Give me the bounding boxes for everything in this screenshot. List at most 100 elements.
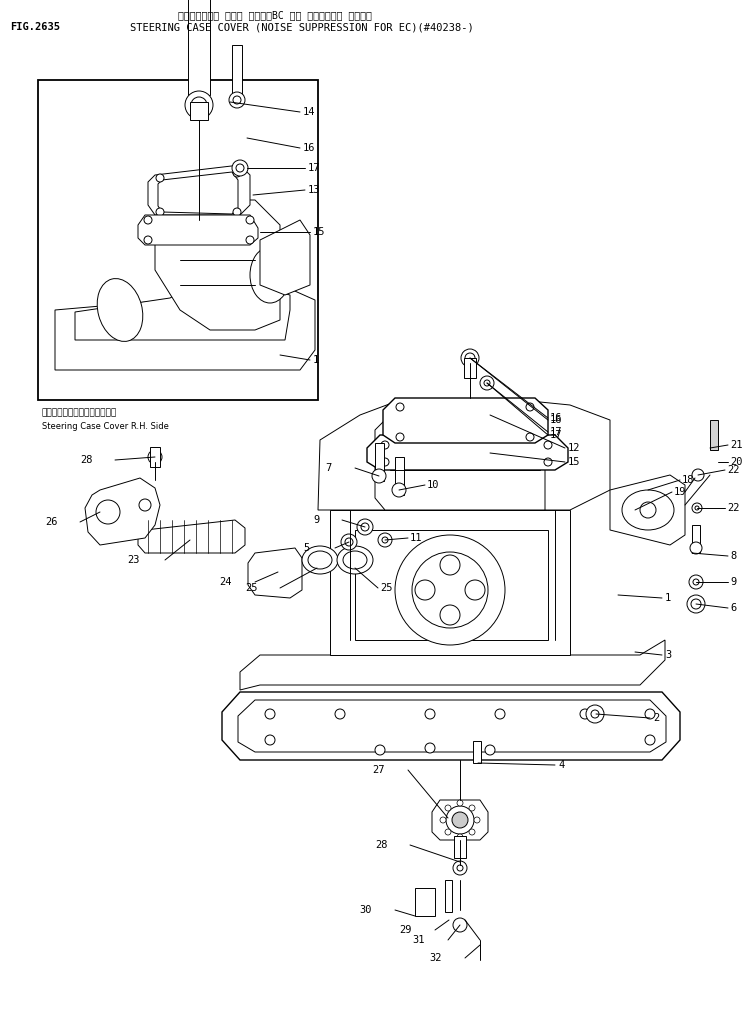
- Circle shape: [378, 533, 392, 547]
- Bar: [454, 836, 466, 858]
- Text: 13: 13: [308, 185, 320, 195]
- Circle shape: [233, 96, 241, 104]
- Bar: [232, 45, 242, 105]
- Circle shape: [375, 745, 385, 755]
- Circle shape: [440, 817, 446, 823]
- Bar: [188, 0, 210, 96]
- Circle shape: [689, 575, 703, 589]
- Text: 9: 9: [730, 577, 737, 587]
- Circle shape: [445, 805, 451, 811]
- Circle shape: [265, 709, 275, 719]
- Text: ステアリングケースカバー右第: ステアリングケースカバー右第: [42, 408, 117, 417]
- Polygon shape: [148, 165, 250, 215]
- Polygon shape: [222, 692, 680, 760]
- Bar: [190, 102, 208, 120]
- Bar: [395, 457, 404, 495]
- Polygon shape: [432, 800, 488, 840]
- Circle shape: [474, 817, 480, 823]
- Circle shape: [148, 450, 162, 464]
- Circle shape: [465, 580, 485, 600]
- Text: STEERING CASE COVER (NOISE SUPPRESSION FOR EC)(#40238-): STEERING CASE COVER (NOISE SUPPRESSION F…: [130, 22, 474, 31]
- Text: 28: 28: [81, 455, 93, 465]
- Circle shape: [453, 861, 467, 875]
- Bar: [692, 525, 700, 553]
- Circle shape: [185, 91, 213, 119]
- Circle shape: [381, 441, 389, 449]
- Circle shape: [446, 806, 474, 834]
- Circle shape: [425, 709, 435, 719]
- Ellipse shape: [302, 546, 338, 574]
- Text: 16: 16: [303, 143, 315, 153]
- Circle shape: [495, 709, 505, 719]
- Circle shape: [396, 433, 404, 441]
- Polygon shape: [240, 640, 665, 690]
- Text: 9: 9: [314, 515, 320, 525]
- Circle shape: [469, 805, 475, 811]
- Circle shape: [152, 454, 158, 460]
- Circle shape: [246, 216, 254, 224]
- Ellipse shape: [308, 551, 332, 569]
- Circle shape: [469, 829, 475, 835]
- Bar: [38, 80, 318, 400]
- Circle shape: [586, 705, 604, 723]
- Text: ステアリング・ ケース カバー（BC ムク テインウオン ショウ）: ステアリング・ ケース カバー（BC ムク テインウオン ショウ）: [178, 10, 372, 20]
- Circle shape: [372, 469, 386, 483]
- Circle shape: [690, 542, 702, 554]
- Circle shape: [233, 169, 241, 177]
- Text: 17: 17: [550, 430, 562, 440]
- Circle shape: [357, 519, 373, 535]
- Circle shape: [693, 579, 699, 585]
- Circle shape: [691, 599, 701, 609]
- Circle shape: [139, 499, 151, 511]
- Text: 16: 16: [550, 415, 562, 425]
- Polygon shape: [610, 475, 685, 545]
- Circle shape: [640, 502, 656, 518]
- Circle shape: [457, 800, 463, 806]
- Circle shape: [445, 829, 451, 835]
- Circle shape: [591, 710, 599, 718]
- Text: 20: 20: [730, 457, 743, 467]
- Circle shape: [392, 483, 406, 497]
- Circle shape: [461, 350, 479, 367]
- Polygon shape: [355, 530, 548, 640]
- Circle shape: [246, 236, 254, 244]
- Circle shape: [687, 595, 705, 613]
- Polygon shape: [85, 478, 160, 545]
- Circle shape: [156, 174, 164, 182]
- Text: 8: 8: [730, 551, 737, 561]
- Bar: [464, 358, 476, 378]
- Bar: [710, 420, 718, 450]
- Circle shape: [695, 506, 699, 510]
- Text: 23: 23: [128, 555, 140, 565]
- Circle shape: [144, 216, 152, 224]
- Circle shape: [440, 555, 460, 575]
- Circle shape: [415, 580, 435, 600]
- Circle shape: [480, 376, 494, 390]
- Polygon shape: [330, 510, 570, 655]
- Polygon shape: [248, 548, 302, 598]
- Text: 32: 32: [430, 953, 442, 963]
- Circle shape: [440, 605, 460, 625]
- Circle shape: [233, 208, 241, 216]
- Text: 24: 24: [220, 577, 232, 587]
- Circle shape: [692, 469, 704, 481]
- Circle shape: [265, 735, 275, 745]
- Polygon shape: [55, 280, 315, 370]
- Circle shape: [396, 403, 404, 411]
- Text: 22: 22: [727, 465, 740, 475]
- Text: 14: 14: [303, 107, 315, 117]
- Circle shape: [453, 918, 467, 932]
- Circle shape: [236, 164, 244, 172]
- Text: 22: 22: [727, 503, 740, 513]
- Ellipse shape: [622, 490, 674, 530]
- Circle shape: [452, 812, 468, 828]
- Text: FIG.2635: FIG.2635: [10, 22, 60, 31]
- Circle shape: [229, 92, 245, 108]
- Text: 10: 10: [427, 480, 439, 490]
- Text: 19: 19: [674, 487, 686, 497]
- Text: 15: 15: [313, 227, 326, 237]
- Circle shape: [361, 523, 369, 531]
- Text: 27: 27: [373, 765, 385, 775]
- Text: 7: 7: [326, 463, 332, 473]
- Polygon shape: [367, 435, 568, 470]
